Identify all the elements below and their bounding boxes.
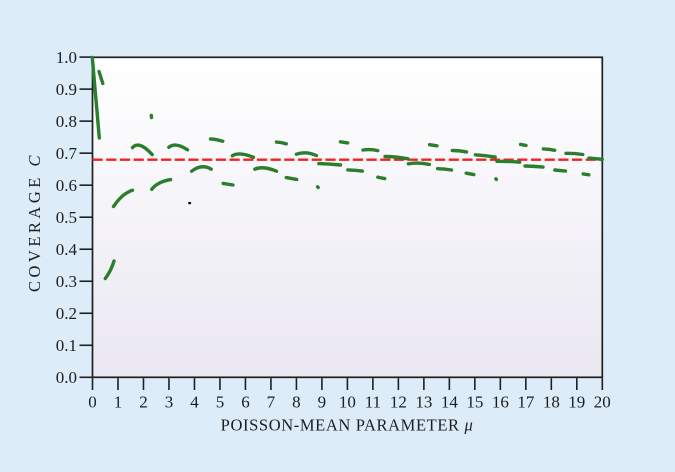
- svg-text:7: 7: [267, 393, 276, 412]
- svg-text:5: 5: [216, 393, 225, 412]
- svg-text:19: 19: [568, 393, 585, 412]
- svg-text:12: 12: [390, 393, 407, 412]
- svg-text:15: 15: [466, 393, 483, 412]
- svg-text:4: 4: [190, 393, 199, 412]
- svg-text:0: 0: [88, 393, 97, 412]
- svg-text:8: 8: [292, 393, 301, 412]
- svg-text:20: 20: [594, 393, 611, 412]
- svg-text:0.0: 0.0: [56, 368, 77, 387]
- svg-text:POISSON-MEAN PARAMETER μ: POISSON-MEAN PARAMETER μ: [221, 416, 474, 435]
- svg-text:1: 1: [114, 393, 123, 412]
- svg-text:0.8: 0.8: [56, 112, 77, 131]
- svg-text:2: 2: [139, 393, 148, 412]
- svg-text:9: 9: [318, 393, 327, 412]
- svg-text:0.1: 0.1: [56, 336, 77, 355]
- svg-text:16: 16: [492, 393, 509, 412]
- svg-text:18: 18: [543, 393, 560, 412]
- svg-text:14: 14: [441, 393, 459, 412]
- svg-text:0.6: 0.6: [56, 176, 77, 195]
- svg-text:3: 3: [165, 393, 174, 412]
- svg-text:1.0: 1.0: [56, 48, 77, 67]
- svg-text:0.4: 0.4: [56, 240, 78, 259]
- svg-text:0.7: 0.7: [56, 144, 78, 163]
- svg-text:11: 11: [365, 393, 381, 412]
- svg-text:0.2: 0.2: [56, 304, 77, 323]
- svg-text:0.9: 0.9: [56, 80, 77, 99]
- svg-text:0.3: 0.3: [56, 272, 77, 291]
- svg-text:COVERAGE C: COVERAGE C: [25, 152, 44, 292]
- svg-text:6: 6: [241, 393, 250, 412]
- svg-text:17: 17: [517, 393, 535, 412]
- svg-text:13: 13: [415, 393, 432, 412]
- svg-text:0.5: 0.5: [56, 208, 77, 227]
- svg-text:10: 10: [339, 393, 356, 412]
